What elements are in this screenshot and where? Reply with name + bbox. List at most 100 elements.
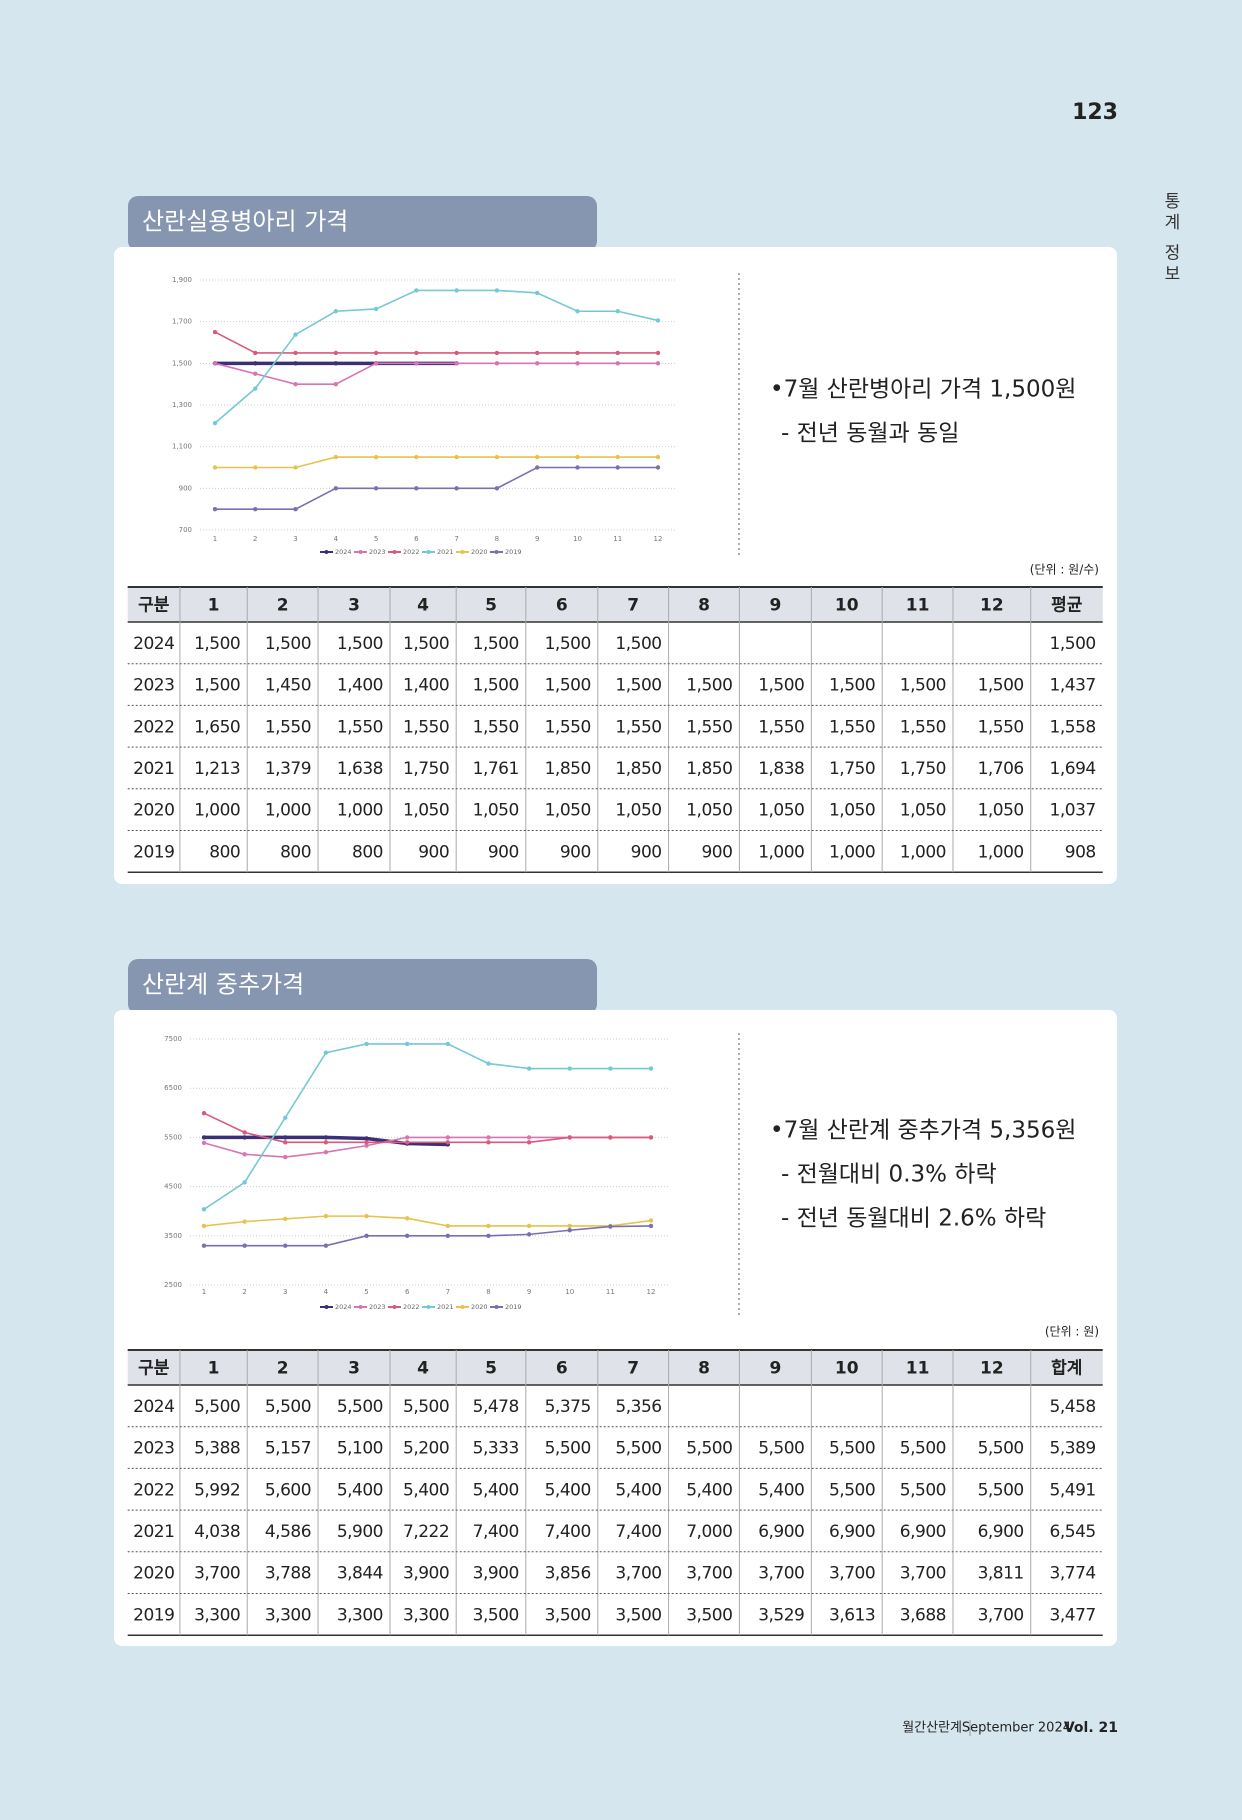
- table-cell: 1,437: [1050, 676, 1096, 696]
- table-cell: 3,900: [473, 1564, 519, 1584]
- legend-label: 2019: [505, 548, 522, 556]
- point: [534, 350, 540, 356]
- table-cell: 5,389: [1050, 1439, 1096, 1459]
- table-cell: 3,811: [978, 1564, 1024, 1584]
- point: [575, 465, 580, 470]
- section-title: 산란계 중추가격: [142, 971, 304, 999]
- table-cell: 1,000: [978, 842, 1024, 862]
- point: [201, 1110, 207, 1116]
- table-cell: 1,500: [758, 676, 804, 696]
- table-header-cell: 7: [627, 1359, 639, 1379]
- table-cell: 3,500: [615, 1605, 661, 1625]
- table-cell: 1,550: [337, 717, 383, 737]
- point: [201, 1135, 207, 1140]
- point: [293, 361, 298, 366]
- table-header-cell: 2: [277, 1359, 289, 1379]
- point: [212, 329, 218, 335]
- point: [333, 381, 339, 387]
- table-cell: 3,856: [545, 1564, 591, 1584]
- table-cell: 1,500: [686, 676, 732, 696]
- note: - 전월대비 0.3% 하락: [781, 1162, 997, 1188]
- table-header-cell: 11: [906, 596, 930, 616]
- y-tick-label: 7500: [164, 1035, 182, 1043]
- table-cell: 1,000: [829, 842, 875, 862]
- x-tick-label: 4: [334, 535, 339, 543]
- point: [404, 1041, 410, 1047]
- table-cell: 1,638: [337, 759, 383, 779]
- legend-label: 2024: [335, 1303, 352, 1311]
- point: [454, 288, 459, 293]
- point: [242, 1135, 247, 1140]
- point: [494, 454, 500, 460]
- point: [283, 1140, 288, 1145]
- table-cell: 7,400: [473, 1522, 519, 1542]
- series-line: [214, 289, 659, 424]
- y-tick-label: 1,500: [172, 359, 192, 367]
- point: [655, 465, 661, 470]
- table-cell: 3,300: [337, 1605, 383, 1625]
- table-header-cell: 4: [417, 596, 429, 616]
- point: [655, 318, 661, 323]
- table-cell: 6,900: [758, 1522, 804, 1542]
- point: [414, 350, 419, 356]
- point: [293, 381, 298, 387]
- point: [293, 332, 298, 337]
- table-header-cell: 평균: [1051, 596, 1083, 616]
- point: [364, 1233, 369, 1239]
- point: [253, 386, 258, 391]
- point: [333, 309, 339, 314]
- table-cell: 1,050: [545, 801, 591, 821]
- point: [414, 454, 419, 460]
- x-tick-label: 2: [253, 535, 257, 543]
- point: [404, 1216, 410, 1221]
- point: [212, 361, 218, 366]
- table-cell: 5,400: [403, 1480, 449, 1500]
- point: [253, 371, 258, 376]
- table-cell: 1,050: [900, 801, 946, 821]
- legend-label: 2019: [505, 1303, 522, 1311]
- point: [242, 1180, 247, 1185]
- table-header-cell: 8: [698, 1359, 710, 1379]
- table-cell: 1,500: [473, 634, 519, 654]
- x-tick-label: 3: [293, 535, 297, 543]
- table-header-cell: 2: [277, 596, 289, 616]
- point: [494, 361, 500, 366]
- x-tick-label: 7: [454, 535, 458, 543]
- point: [648, 1135, 654, 1140]
- table-cell: 1,213: [194, 759, 240, 779]
- table-cell: 1,500: [473, 676, 519, 696]
- table-cell: 4,586: [265, 1522, 311, 1542]
- table-cell: 5,400: [545, 1480, 591, 1500]
- y-tick-label: 1,700: [172, 318, 192, 326]
- table-cell: 908: [1065, 842, 1096, 862]
- table-cell: 1,550: [978, 717, 1024, 737]
- note: - 전년 동월대비 2.6% 하락: [781, 1206, 1046, 1232]
- point: [445, 1140, 451, 1145]
- table-header-cell: 1: [208, 596, 220, 616]
- point: [323, 1140, 329, 1145]
- point: [615, 350, 620, 356]
- legend-label: 2023: [369, 1303, 386, 1311]
- table-cell: 1,500: [829, 676, 875, 696]
- point: [364, 1140, 369, 1145]
- point: [575, 350, 580, 356]
- point: [242, 1219, 247, 1224]
- table-cell: 800: [352, 842, 383, 862]
- table-cell: 6,545: [1050, 1522, 1096, 1542]
- point: [323, 1149, 329, 1155]
- unit-label: (단위 : 원/수): [1030, 563, 1099, 577]
- table-cell: 5,500: [900, 1439, 946, 1459]
- table-header-bg: [127, 1350, 1103, 1385]
- series-line: [203, 1215, 652, 1227]
- table-cell: 1,550: [686, 717, 732, 737]
- table-cell: 5,500: [265, 1397, 311, 1417]
- point: [364, 1041, 369, 1047]
- legend-label: 2022: [403, 548, 420, 556]
- table-cell: 1,706: [978, 759, 1024, 779]
- table-cell: 1,050: [403, 801, 449, 821]
- point: [212, 465, 218, 470]
- footer-volume: Vol. 21: [1064, 1720, 1118, 1736]
- point: [615, 309, 620, 314]
- point: [323, 1213, 329, 1219]
- table-cell: 800: [209, 842, 240, 862]
